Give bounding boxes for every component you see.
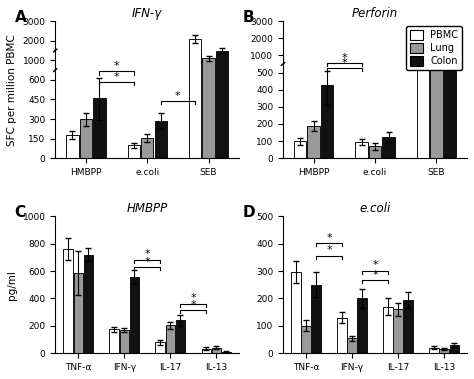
Bar <box>128 145 140 158</box>
Title: HMBPP: HMBPP <box>127 202 168 215</box>
Bar <box>222 352 231 353</box>
Bar <box>417 42 429 158</box>
Text: *: * <box>114 61 119 71</box>
Bar <box>109 329 119 353</box>
Bar <box>429 348 438 353</box>
Bar <box>337 318 346 353</box>
Bar <box>64 249 73 353</box>
Bar <box>357 299 367 353</box>
Bar <box>93 98 106 158</box>
Text: *: * <box>175 91 181 101</box>
Legend: PBMC, Lung, Colon: PBMC, Lung, Colon <box>406 26 462 70</box>
Title: Perforin: Perforin <box>352 7 398 20</box>
Text: *: * <box>145 257 150 267</box>
Bar <box>308 126 320 158</box>
Bar <box>189 39 201 158</box>
Bar <box>155 121 167 158</box>
Bar <box>73 273 83 353</box>
Bar <box>439 349 449 353</box>
Bar <box>444 45 456 158</box>
Bar <box>369 146 381 158</box>
Bar <box>216 50 228 158</box>
Bar <box>119 330 129 353</box>
Text: *: * <box>114 72 119 82</box>
Bar <box>165 325 175 353</box>
Title: e.coli: e.coli <box>359 202 391 215</box>
Text: *: * <box>372 260 378 271</box>
Bar <box>430 58 443 158</box>
Y-axis label: pg/ml: pg/ml <box>7 270 17 300</box>
Bar <box>311 285 321 353</box>
Bar <box>130 277 139 353</box>
Text: *: * <box>326 245 332 255</box>
Text: *: * <box>191 293 196 303</box>
Bar <box>155 342 165 353</box>
Bar <box>393 309 403 353</box>
Text: *: * <box>372 270 378 280</box>
Bar <box>403 300 413 353</box>
Bar <box>356 142 368 158</box>
Text: *: * <box>342 53 347 63</box>
Y-axis label: SFC per million PBMC: SFC per million PBMC <box>7 34 17 146</box>
Bar <box>201 349 211 353</box>
Bar <box>347 338 356 353</box>
Text: D: D <box>243 205 255 220</box>
Bar <box>449 345 459 353</box>
Bar <box>176 320 185 353</box>
Bar <box>321 85 333 158</box>
Bar <box>202 58 215 158</box>
Bar <box>141 138 154 158</box>
Bar <box>294 141 306 158</box>
Title: IFN-γ: IFN-γ <box>132 7 163 20</box>
Bar <box>383 137 395 158</box>
Text: A: A <box>15 10 27 25</box>
Text: *: * <box>191 299 196 310</box>
Bar <box>211 348 221 353</box>
Bar <box>383 307 392 353</box>
Bar <box>301 326 310 353</box>
Bar <box>66 135 79 158</box>
Text: B: B <box>243 10 254 25</box>
Text: *: * <box>342 58 347 68</box>
Text: C: C <box>15 205 26 220</box>
Text: *: * <box>145 249 150 260</box>
Text: *: * <box>326 233 332 243</box>
Bar <box>291 273 301 353</box>
Bar <box>84 255 93 353</box>
Bar <box>80 119 92 158</box>
